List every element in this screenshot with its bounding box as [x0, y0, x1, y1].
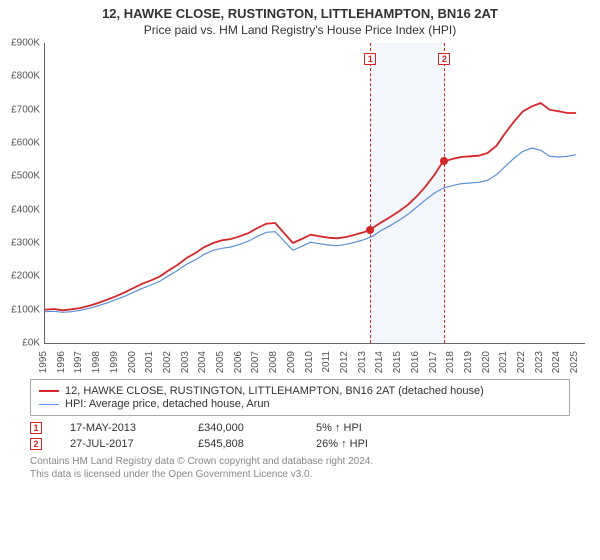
x-tick-label: 2018 [445, 351, 456, 373]
x-tick-label: 2009 [286, 351, 297, 373]
event-row: 2 27-JUL-2017 £545,808 26% ↑ HPI [30, 438, 570, 450]
x-tick-label: 2011 [321, 351, 332, 373]
y-tick-label: £700K [0, 104, 40, 115]
legend: 12, HAWKE CLOSE, RUSTINGTON, LITTLEHAMPT… [30, 379, 570, 416]
y-tick-label: £100K [0, 304, 40, 315]
x-tick-label: 1998 [91, 351, 102, 373]
legend-label: HPI: Average price, detached house, Arun [65, 398, 270, 410]
legend-swatch [39, 390, 59, 392]
series-line [45, 43, 585, 343]
x-tick-label: 2024 [551, 351, 562, 373]
y-tick-label: £600K [0, 138, 40, 149]
x-tick-label: 2000 [127, 351, 138, 373]
x-tick-label: 2022 [516, 351, 527, 373]
x-tick-label: 2014 [374, 351, 385, 373]
event-marker-ref: 1 [30, 422, 42, 434]
y-tick-label: £900K [0, 38, 40, 49]
x-tick-label: 2025 [569, 351, 580, 373]
x-tick-label: 2006 [233, 351, 244, 373]
x-tick-label: 2023 [534, 351, 545, 373]
legend-item: 12, HAWKE CLOSE, RUSTINGTON, LITTLEHAMPT… [39, 385, 561, 397]
x-tick-label: 1999 [109, 351, 120, 373]
y-tick-label: £400K [0, 204, 40, 215]
legend-item: HPI: Average price, detached house, Arun [39, 398, 561, 410]
x-tick-label: 2013 [357, 351, 368, 373]
footer-line: This data is licensed under the Open Gov… [30, 469, 570, 482]
plot-area: 12 [44, 43, 585, 344]
event-price: £545,808 [198, 438, 288, 450]
chart-subtitle: Price paid vs. HM Land Registry's House … [0, 23, 600, 37]
x-tick-label: 2003 [180, 351, 191, 373]
event-price: £340,000 [198, 422, 288, 434]
x-tick-label: 2008 [268, 351, 279, 373]
x-tick-label: 1995 [38, 351, 49, 373]
legend-swatch [39, 404, 59, 405]
x-tick-label: 1997 [73, 351, 84, 373]
x-tick-label: 2021 [498, 351, 509, 373]
x-tick-label: 1996 [56, 351, 67, 373]
events-table: 1 17-MAY-2013 £340,000 5% ↑ HPI 2 27-JUL-2017… [30, 422, 570, 450]
y-tick-label: £200K [0, 271, 40, 282]
event-date: 17-MAY-2013 [70, 422, 170, 434]
event-row: 1 17-MAY-2013 £340,000 5% ↑ HPI [30, 422, 570, 434]
event-date: 27-JUL-2017 [70, 438, 170, 450]
y-tick-label: £300K [0, 238, 40, 249]
x-tick-label: 2017 [428, 351, 439, 373]
x-tick-label: 2019 [463, 351, 474, 373]
y-tick-label: £800K [0, 71, 40, 82]
chart-plot: 12 £0K£100K£200K£300K£400K£500K£600K£700… [44, 43, 584, 373]
x-tick-label: 2015 [392, 351, 403, 373]
x-tick-label: 2002 [162, 351, 173, 373]
x-tick-label: 2004 [197, 351, 208, 373]
chart-title: 12, HAWKE CLOSE, RUSTINGTON, LITTLEHAMPT… [0, 6, 600, 21]
footer-line: Contains HM Land Registry data © Crown c… [30, 456, 570, 469]
y-tick-label: £500K [0, 171, 40, 182]
x-tick-label: 2012 [339, 351, 350, 373]
event-marker-ref: 2 [30, 438, 42, 450]
x-tick-label: 2007 [250, 351, 261, 373]
y-tick-label: £0K [0, 338, 40, 349]
x-tick-label: 2010 [304, 351, 315, 373]
x-tick-label: 2001 [144, 351, 155, 373]
x-tick-label: 2005 [215, 351, 226, 373]
event-delta: 5% ↑ HPI [316, 422, 362, 434]
footer-note: Contains HM Land Registry data © Crown c… [30, 456, 570, 481]
event-delta: 26% ↑ HPI [316, 438, 368, 450]
x-tick-label: 2020 [481, 351, 492, 373]
legend-label: 12, HAWKE CLOSE, RUSTINGTON, LITTLEHAMPT… [65, 385, 484, 397]
x-tick-label: 2016 [410, 351, 421, 373]
